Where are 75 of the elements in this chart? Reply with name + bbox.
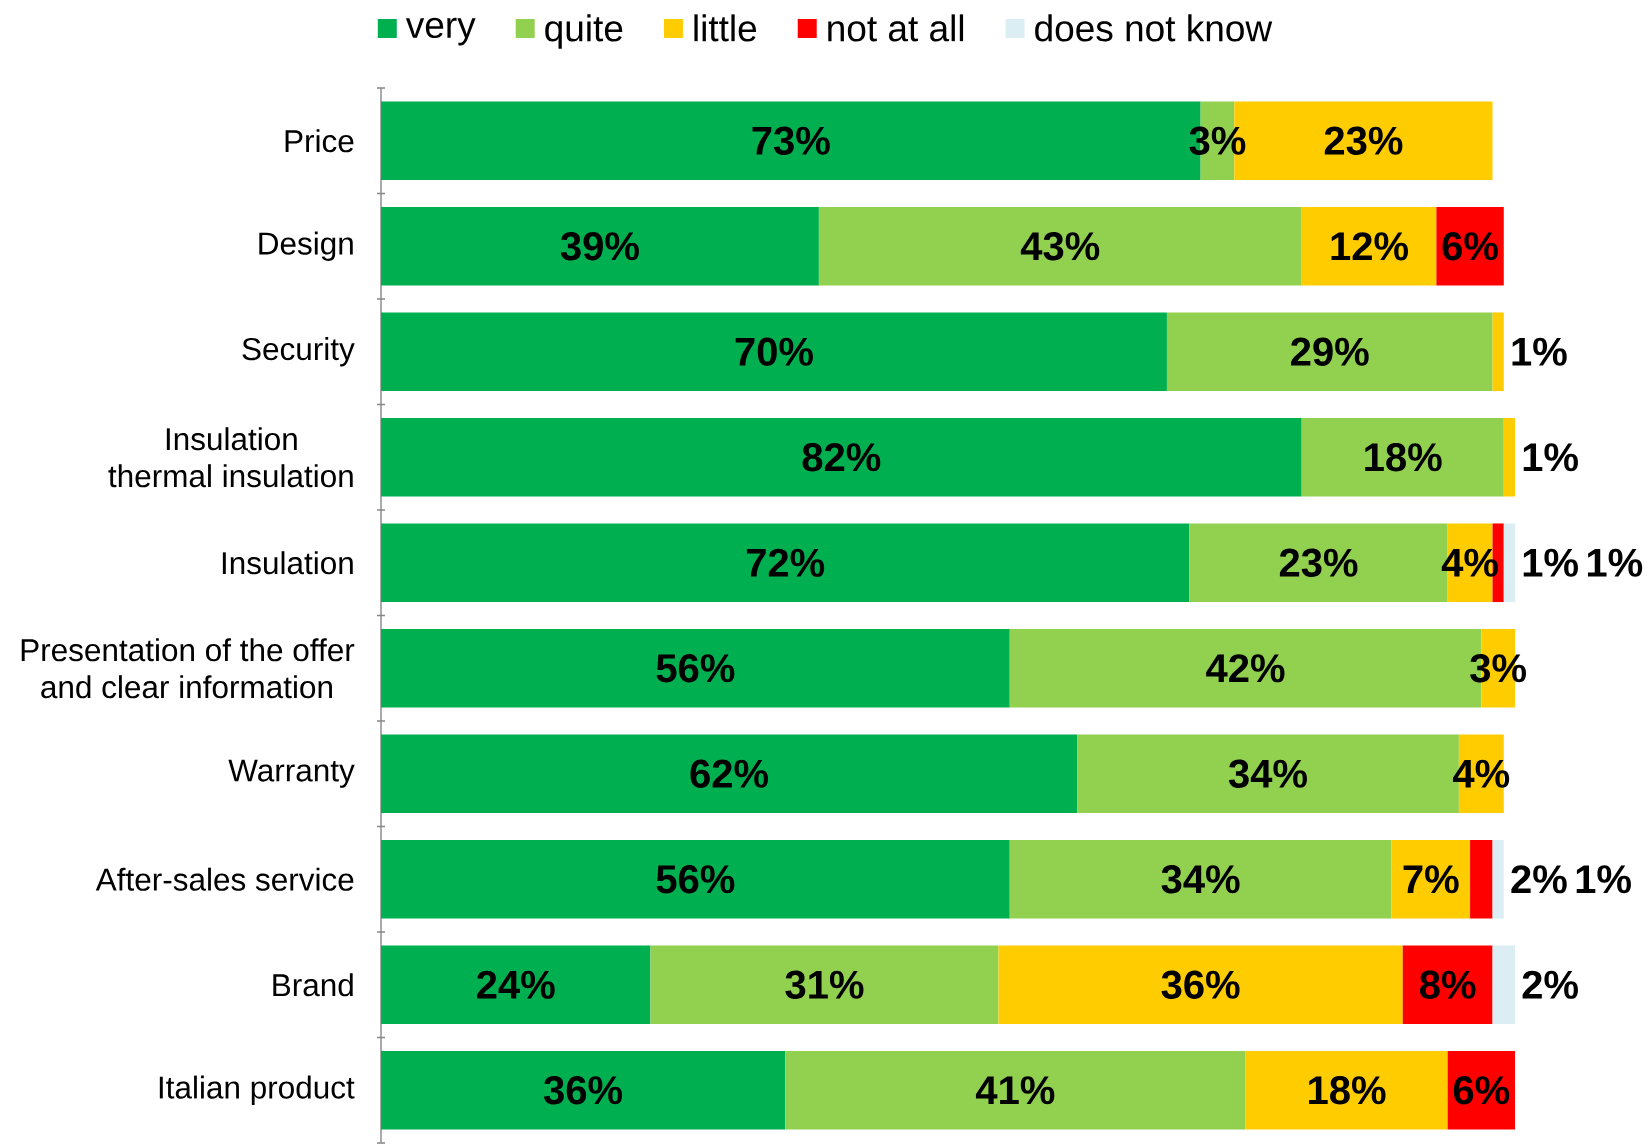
bar	[381, 734, 1078, 814]
legend-label: quite	[545, 14, 623, 49]
bar	[1492, 945, 1516, 1025]
data-label: 24%	[477, 970, 555, 999]
bar	[381, 1050, 786, 1130]
bar	[1301, 206, 1437, 286]
y-tick-label: Brand	[273, 973, 353, 997]
bar	[650, 945, 999, 1025]
bar	[1245, 1050, 1448, 1130]
data-label: 1%	[1576, 865, 1631, 894]
data-label: 2%	[1522, 970, 1578, 999]
y-tick-label: Security	[242, 337, 355, 367]
bar	[1402, 945, 1493, 1025]
data-label: 43%	[1020, 232, 1100, 261]
bar	[785, 1050, 1246, 1130]
data-label: 39%	[560, 232, 639, 261]
y-tick-label: After-sales service	[95, 867, 354, 891]
bar	[381, 417, 1302, 497]
legend-label: not at all	[828, 14, 964, 42]
data-label: 6%	[1453, 1076, 1510, 1105]
data-label: 41%	[975, 1076, 1055, 1105]
y-tick-label: Italian product	[159, 1075, 355, 1105]
y-tick-label: Insulation	[222, 551, 353, 575]
data-label: 34%	[1228, 759, 1307, 788]
bar	[381, 839, 1010, 919]
bar	[1166, 312, 1493, 392]
data-label: 12%	[1331, 232, 1408, 261]
bar	[1301, 417, 1504, 497]
data-label: 31%	[785, 970, 864, 999]
y-tick-label: Warranty	[228, 759, 355, 788]
y-tick-label: Insulation thermal insulation	[108, 427, 353, 488]
bar	[1492, 312, 1504, 392]
data-label: 23%	[1324, 126, 1403, 155]
data-label: 34%	[1161, 865, 1240, 894]
bar	[1470, 839, 1493, 919]
data-label: 1%	[1523, 548, 1578, 577]
data-label: 8%	[1420, 970, 1476, 999]
data-label: 36%	[544, 1076, 623, 1105]
bar	[381, 206, 819, 286]
data-label: 1%	[1587, 548, 1643, 577]
bar	[998, 945, 1403, 1025]
data-label: 23%	[1279, 548, 1358, 577]
y-tick-label: Price	[285, 129, 354, 153]
bar	[1391, 839, 1471, 919]
data-label: 36%	[1161, 970, 1240, 999]
data-label: 82%	[802, 443, 881, 472]
data-label: 7%	[1403, 865, 1459, 894]
y-tick-label: Design	[259, 231, 353, 261]
bar	[381, 312, 1167, 392]
data-label: 56%	[656, 865, 735, 894]
bar	[381, 945, 651, 1025]
legend-label: little	[694, 14, 757, 42]
data-label: 29%	[1291, 337, 1369, 366]
bar	[1492, 839, 1504, 919]
data-label: 62%	[690, 759, 769, 788]
data-label: 1%	[1512, 337, 1567, 366]
bar	[818, 206, 1302, 286]
data-label: 70%	[735, 337, 813, 366]
data-label: 73%	[752, 126, 830, 155]
legend-label: does not know	[1035, 14, 1273, 42]
bar	[1009, 839, 1392, 919]
y-tick-label: Presentation of the offer and clear information	[21, 638, 355, 699]
data-label: 42%	[1206, 654, 1285, 683]
bar	[1503, 523, 1516, 603]
data-label: 2%	[1511, 865, 1567, 894]
data-label: 72%	[746, 548, 825, 577]
bar	[381, 523, 1190, 603]
data-label: 18%	[1365, 443, 1442, 472]
data-label: 1%	[1523, 443, 1578, 472]
bar	[381, 628, 1010, 708]
bar	[1503, 417, 1516, 497]
legend-label: very	[405, 17, 476, 46]
data-label: 6%	[1442, 232, 1498, 261]
data-label: 56%	[656, 654, 735, 683]
data-label: 18%	[1309, 1076, 1386, 1105]
